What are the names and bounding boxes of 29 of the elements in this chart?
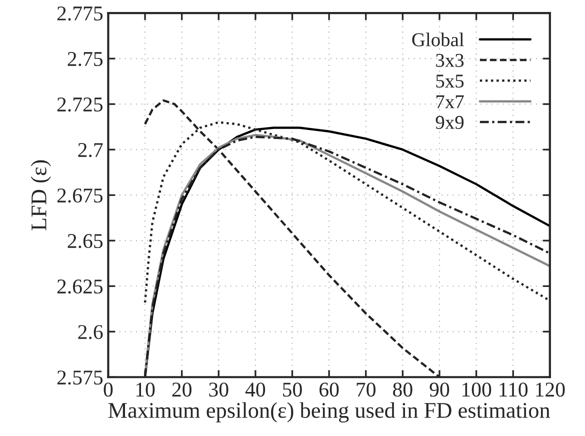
x-tick-label: 110 (500, 382, 528, 397)
x-tick-label: 120 (536, 382, 565, 397)
x-tick-label: 20 (172, 382, 192, 397)
y-tick-label: 2.75 (68, 52, 103, 66)
x-tick-label: 30 (209, 382, 228, 397)
y-tick-label: 2.65 (68, 234, 103, 248)
legend-label: Global (412, 32, 464, 46)
y-tick-label: 2.6 (78, 325, 103, 340)
legend-label: 3x3 (436, 54, 464, 67)
x-tick-label: 40 (245, 382, 266, 397)
x-tick-label: 90 (430, 382, 450, 397)
x-axis-title: Maximum epsilon(ε) being used in FD estimation (108, 402, 550, 422)
x-tick-label: 50 (283, 382, 302, 397)
x-tick-label: 80 (393, 382, 412, 397)
x-tick-label: 70 (356, 382, 376, 397)
legend-label: 7x7 (436, 95, 464, 108)
y-tick-label: 2.625 (57, 280, 103, 294)
y-tick-label: 2.7 (78, 143, 103, 158)
y-tick-label: 2.575 (57, 370, 103, 385)
y-tick-label: 2.725 (57, 98, 103, 112)
x-tick-label: 100 (462, 382, 492, 397)
legend-label: 5x5 (436, 74, 464, 88)
legend-label: 9x9 (436, 116, 464, 129)
x-tick-label: 60 (320, 382, 339, 397)
x-tick-label: 10 (136, 382, 155, 397)
y-axis-title: LFD (ε) (30, 160, 51, 230)
y-tick-label: 2.675 (57, 188, 103, 203)
y-tick-label: 2.775 (57, 6, 103, 21)
x-tick-label: 0 (104, 382, 113, 397)
